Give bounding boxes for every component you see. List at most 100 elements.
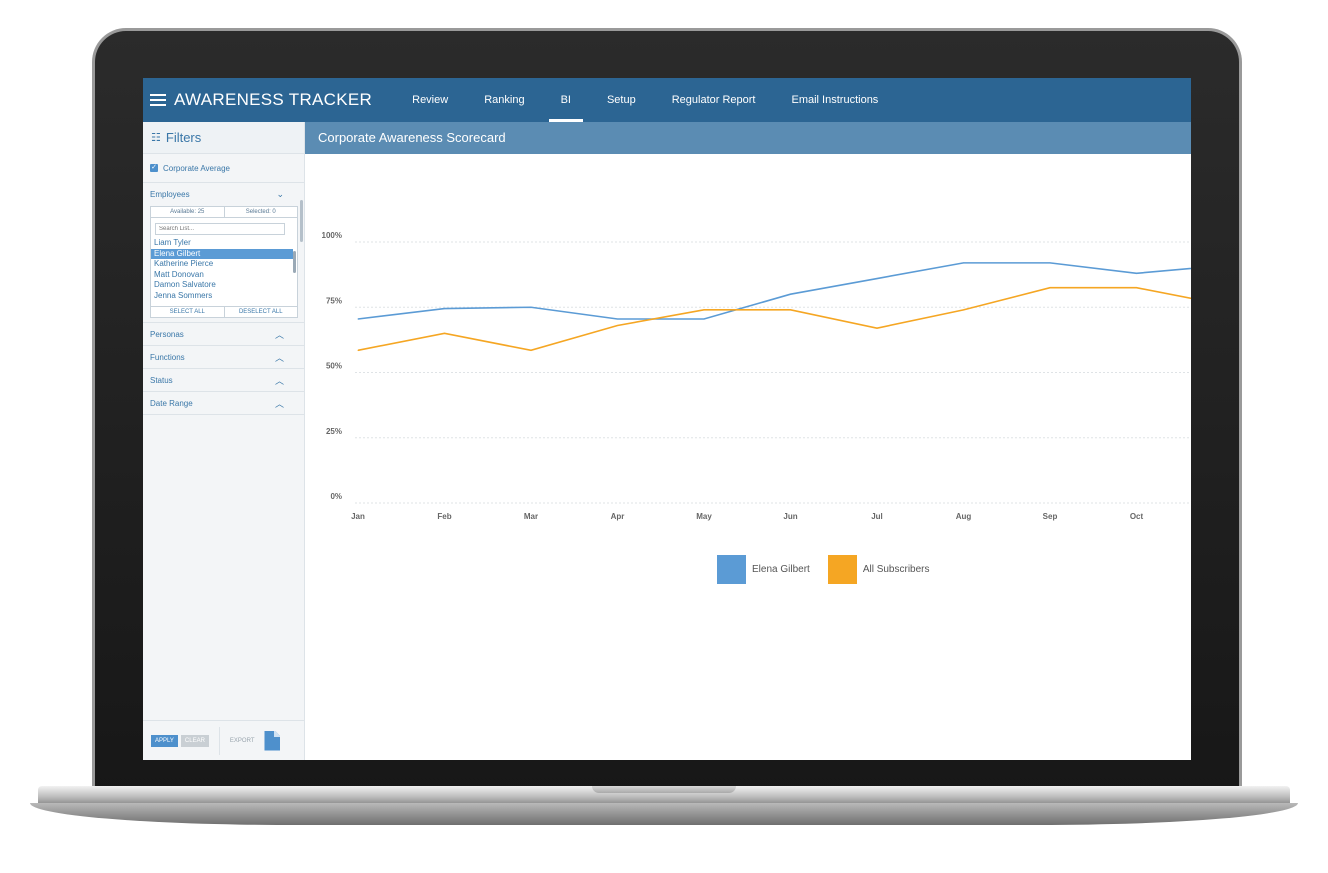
data-point[interactable]	[1049, 287, 1051, 289]
export-label: EXPORT	[229, 737, 255, 744]
status-label: Status	[150, 375, 173, 385]
tab-review[interactable]: Review	[412, 94, 449, 106]
hamburger-menu-icon[interactable]	[150, 94, 166, 106]
data-point[interactable]	[357, 318, 359, 320]
date-range-section-header[interactable]: Date Range ︿	[143, 392, 304, 415]
top-nav: AWARENESS TRACKER Review Ranking BI Setu…	[143, 78, 1191, 122]
employees-section-header[interactable]: Employees ⌄	[143, 183, 304, 206]
corporate-average-checkbox[interactable]: ✓	[150, 164, 158, 172]
data-point[interactable]	[530, 349, 532, 351]
tab-ranking[interactable]: Ranking	[484, 94, 525, 106]
tab-email-instructions[interactable]: Email Instructions	[791, 94, 879, 106]
chevron-up-icon[interactable]: ︿	[274, 329, 284, 340]
employee-list-item[interactable]: Damon Salvatore	[154, 280, 216, 289]
chevron-up-icon[interactable]: ︿	[274, 375, 284, 386]
available-count: Available: 25	[151, 207, 225, 217]
series-line-all-subscribers[interactable]	[357, 286, 1191, 352]
filters-header: ☷ Filters	[143, 122, 304, 154]
employee-list: Liam Tyler Elena Gilbert Katherine Pierc…	[151, 238, 297, 301]
x-tick-label: Jul	[871, 512, 883, 521]
data-point[interactable]	[790, 309, 791, 311]
data-point[interactable]	[617, 325, 618, 327]
employee-list-actions: SELECT ALL DESELECT ALL	[151, 306, 297, 317]
data-point[interactable]	[703, 309, 705, 311]
data-point[interactable]	[1136, 287, 1137, 289]
scorecard-chart: 0% 25% 50% 75% 100% Jan Feb Mar Apr May Jun Jul Aug S…	[322, 231, 1191, 521]
x-tick-label: Sep	[1043, 512, 1058, 521]
clear-button[interactable]: CLEAR	[180, 734, 209, 747]
personas-label: Personas	[150, 329, 184, 339]
data-point[interactable]	[444, 308, 445, 310]
employee-list-item-selected[interactable]: Elena Gilbert	[151, 248, 293, 259]
main-panel: Corporate Awareness Scorecard 0% 25% 50% 75…	[305, 122, 1191, 760]
x-tick-label: Aug	[956, 512, 972, 521]
y-tick-label: 75%	[326, 296, 342, 305]
sidebar-scrollbar[interactable]	[300, 200, 303, 242]
selected-count: Selected: 0	[245, 209, 276, 215]
tab-bi[interactable]: BI	[543, 78, 589, 122]
laptop-notch	[592, 786, 736, 793]
x-tick-label: Jun	[783, 512, 797, 521]
y-tick-label: 25%	[326, 427, 342, 436]
chevron-up-icon[interactable]: ︿	[274, 398, 284, 409]
data-point[interactable]	[876, 327, 878, 329]
app-screen: AWARENESS TRACKER Review Ranking BI Setu…	[143, 78, 1191, 760]
employee-list-scrollbar[interactable]	[293, 251, 296, 273]
data-point[interactable]	[530, 306, 532, 308]
employee-list-item[interactable]: Matt Donovan	[154, 269, 204, 279]
data-point[interactable]	[876, 278, 878, 280]
legend-label-all-subscribers: All Subscribers	[862, 564, 930, 575]
y-tick-label: 50%	[326, 362, 342, 371]
data-point[interactable]	[703, 318, 705, 320]
legend-swatch-elena-gilbert	[717, 555, 746, 584]
functions-label: Functions	[150, 352, 185, 362]
tab-regulator-report[interactable]: Regulator Report	[671, 94, 756, 106]
sidebar-footer: APPLY CLEAR EXPORT	[143, 720, 305, 760]
legend-item-all-subscribers[interactable]: All Subscribers	[827, 555, 930, 584]
corporate-average-row[interactable]: ✓ Corporate Average	[143, 154, 304, 183]
functions-section-header[interactable]: Functions ︿	[143, 346, 304, 369]
data-point[interactable]	[963, 309, 964, 311]
chart-legend: Elena Gilbert All Subscribers	[717, 555, 948, 584]
personas-section-header[interactable]: Personas ︿	[143, 323, 304, 346]
x-tick-label: Mar	[524, 512, 538, 521]
status-section-header[interactable]: Status ︿	[143, 369, 304, 392]
data-point[interactable]	[444, 332, 445, 334]
laptop-base	[38, 786, 1290, 804]
date-range-label: Date Range	[150, 398, 193, 408]
chevron-down-icon[interactable]: ⌄	[276, 189, 284, 199]
deselect-all-button[interactable]: DESELECT ALL	[238, 309, 283, 315]
employee-list-item[interactable]: Liam Tyler	[154, 238, 191, 247]
y-tick-label: 100%	[322, 231, 342, 240]
apply-button[interactable]: APPLY	[151, 734, 178, 747]
data-point[interactable]	[1049, 262, 1051, 264]
document-export-icon[interactable]	[264, 730, 281, 751]
y-tick-label: 0%	[330, 492, 342, 501]
employee-search-input[interactable]	[155, 223, 285, 235]
x-tick-label: May	[696, 512, 712, 521]
employee-counts: Available: 25 Selected: 0	[151, 207, 297, 218]
select-all-button[interactable]: SELECT ALL	[151, 307, 225, 317]
filters-sidebar: ☷ Filters ✓ Corporate Average Employees …	[143, 122, 305, 760]
employee-list-item[interactable]: Jenna Sommers	[154, 290, 213, 300]
legend-swatch-all-subscribers	[827, 555, 857, 584]
chevron-up-icon[interactable]: ︿	[274, 352, 284, 363]
employee-list-item[interactable]: Katherine Pierce	[154, 259, 214, 268]
employees-section-divider	[143, 318, 304, 323]
page-title: Corporate Awareness Scorecard	[305, 122, 1191, 154]
x-tick-label: Oct	[1130, 512, 1144, 521]
legend-item-elena-gilbert[interactable]: Elena Gilbert	[717, 555, 810, 584]
employees-label: Employees	[150, 190, 190, 199]
x-tick-label: Jan	[351, 512, 365, 521]
data-point[interactable]	[963, 262, 964, 264]
tab-setup[interactable]: Setup	[606, 94, 636, 106]
data-point[interactable]	[357, 349, 359, 351]
footer-divider	[218, 726, 220, 755]
data-point[interactable]	[617, 318, 618, 320]
data-point[interactable]	[1136, 272, 1137, 274]
x-tick-label: Apr	[611, 512, 625, 521]
app-title: AWARENESS TRACKER	[174, 90, 373, 109]
employees-picker: Available: 25 Selected: 0 Liam Tyler Ele…	[150, 206, 298, 318]
laptop-base-bottom	[30, 803, 1298, 825]
data-point[interactable]	[790, 293, 791, 295]
